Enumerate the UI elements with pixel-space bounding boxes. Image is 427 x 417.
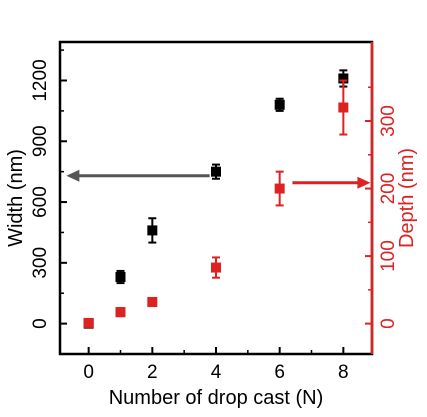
depth-marker [211, 262, 221, 273]
x-tick-label-8: 8 [338, 362, 349, 383]
arrow-to-right-axis [292, 176, 371, 189]
right-y-tick-label-300: 300 [378, 105, 399, 137]
arrow-to-left-axis [66, 169, 210, 182]
left-y-axis-title: Width (nm) [5, 149, 27, 247]
x-tick-label-0: 0 [83, 362, 94, 383]
width-point-2 [147, 217, 158, 244]
width-point-4 [211, 163, 221, 180]
width-marker [115, 272, 126, 283]
depth-marker [338, 102, 349, 113]
left-y-tick-label-300: 300 [30, 247, 51, 279]
left-y-tick-label-1200: 1200 [30, 59, 51, 101]
width-point-1 [115, 269, 126, 285]
x-tick-label-6: 6 [274, 362, 285, 383]
width-marker [274, 99, 285, 110]
depth-point-4 [211, 256, 221, 279]
x-axis-title: Number of drop cast (N) [109, 387, 324, 409]
width-point-6 [274, 97, 285, 112]
right-y-tick-label-200: 200 [378, 173, 399, 205]
depth-marker [83, 317, 94, 328]
left-y-tick-label-0: 0 [30, 318, 51, 329]
width-marker [211, 166, 221, 177]
depth-point-0 [83, 317, 94, 328]
depth-point-8 [338, 79, 349, 136]
depth-point-6 [274, 170, 285, 207]
arrow-head [66, 169, 80, 182]
depth-point-2 [147, 296, 158, 308]
plot-frame [58, 40, 374, 356]
depth-marker [274, 183, 285, 194]
width-marker [338, 73, 349, 84]
left-y-tick-label-900: 900 [30, 125, 51, 157]
depth-point-1 [115, 307, 126, 318]
right-y-tick-label-0: 0 [378, 318, 399, 329]
right-y-tick-label-100: 100 [378, 240, 399, 272]
right-y-axis-title: Depth (nm) [396, 148, 418, 248]
width-marker [147, 225, 158, 236]
depth-marker [147, 297, 158, 307]
x-tick-label-4: 4 [211, 362, 222, 383]
left-y-tick-label-600: 600 [30, 186, 51, 218]
x-tick-label-2: 2 [147, 362, 158, 383]
arrow-head [357, 176, 371, 189]
depth-marker [115, 307, 126, 318]
